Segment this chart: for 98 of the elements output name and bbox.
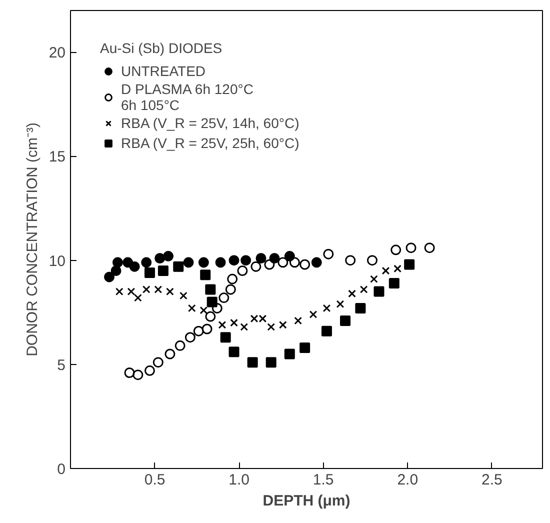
legend-label: UNTREATED [121,63,206,79]
point [112,257,123,268]
point [200,306,208,314]
y-tick-label: 0 [57,461,66,478]
point [134,294,142,302]
point [215,257,226,268]
point [321,326,332,336]
y-axis-title: DONOR CONCENTRATION (cm⁻³) [24,122,41,356]
y-tick-label: 10 [48,252,66,270]
point [124,367,135,378]
point [164,348,176,360]
point [278,257,288,268]
point [228,255,240,266]
point [184,332,196,343]
point [323,248,334,260]
point [228,346,240,358]
point [300,259,310,270]
point [158,265,168,276]
point [382,266,390,275]
point [173,261,184,272]
point [300,342,310,354]
point [127,288,136,296]
point [129,261,140,272]
x-axis-title: DEPTH (μm) [262,492,350,510]
point [278,320,287,329]
y-tick-label: 20 [48,44,66,62]
point [110,265,122,276]
point [322,304,331,312]
point [132,370,144,380]
point [218,320,226,329]
x-tick-label: 1.0 [228,472,250,488]
point [104,272,115,282]
point [220,332,231,343]
point [289,257,300,268]
point [309,310,318,318]
point [247,357,258,368]
point [144,268,155,278]
point [200,270,211,280]
point [115,288,124,296]
point [294,316,302,325]
point [227,274,238,284]
point [250,261,262,272]
x-tick-label: 1.5 [312,472,334,488]
point [240,323,248,331]
point [256,252,266,264]
point [141,257,152,268]
point [390,244,402,256]
point [174,340,186,351]
point [370,275,378,283]
point [154,286,162,294]
point [206,296,218,308]
point [202,324,212,334]
legend-label: RBA (V_R = 25V, 25h, 60°C) [121,135,300,151]
point [394,264,402,273]
point [205,284,216,295]
point [264,259,275,270]
point [406,242,416,254]
point [284,348,295,360]
point [348,290,356,298]
point [183,257,194,268]
point [180,292,188,300]
point [193,326,204,336]
legend-label: RBA (V_R = 25V, 14h, 60°C) [121,115,300,131]
point [163,250,174,262]
legend-label: D PLASMA 6h 120°C 6h 105°C [121,81,254,113]
point [152,357,164,368]
y-tick-label: 15 [48,148,66,166]
point [188,304,196,312]
point [166,288,174,296]
point [360,286,368,294]
y-tick-label: 5 [57,356,66,374]
point [198,257,209,268]
point [366,255,378,266]
point [340,315,351,326]
x-tick-label: 2.5 [482,472,502,488]
point [345,255,356,266]
point [218,292,230,304]
point [424,242,435,254]
point [144,365,155,376]
point [240,255,252,266]
point [404,259,415,270]
x-tick-label: 2.0 [397,472,418,488]
point [230,318,238,327]
point [355,302,366,314]
legend-title: Au-Si (Sb) DIODES [100,40,224,56]
point [142,286,150,294]
point [237,265,248,276]
point [336,300,344,308]
point [154,252,166,264]
x-tick-label: 0.5 [144,472,166,488]
point [266,357,276,368]
point [205,311,216,322]
point [374,286,384,297]
point [212,302,222,314]
point [388,278,400,288]
point [225,284,236,295]
point [311,257,322,268]
point [267,323,276,331]
